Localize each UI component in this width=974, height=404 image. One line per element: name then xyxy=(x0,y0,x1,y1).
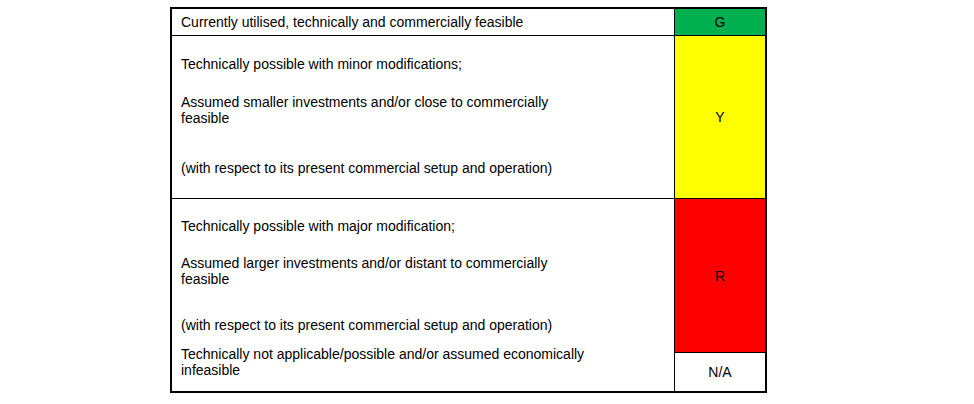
feasibility-rating-legend-table: Currently utilised, technically and comm… xyxy=(170,7,767,393)
description-text-na: Technically not applicable/possible and/… xyxy=(181,346,665,378)
description-text-yellow-line2: Assumed smaller investments and/or close… xyxy=(181,94,665,126)
description-text-red-line3: (with respect to its present commercial … xyxy=(181,317,665,333)
description-text-red-line2: Assumed larger investments and/or distan… xyxy=(181,255,665,287)
table-cell-description-green: Currently utilised, technically and comm… xyxy=(172,9,675,36)
description-text-yellow-line3: (with respect to its present commercial … xyxy=(181,160,665,176)
description-text-red-line1: Technically possible with major modifica… xyxy=(181,218,665,234)
rating-swatch-yellow: Y xyxy=(675,36,765,199)
rating-swatch-na: N/A xyxy=(675,353,765,391)
rating-code-y: Y xyxy=(715,109,724,125)
rating-swatch-red: R xyxy=(675,199,765,353)
table-cell-description-red-na: Technically possible with major modifica… xyxy=(172,199,675,391)
description-text-green: Currently utilised, technically and comm… xyxy=(181,14,523,30)
description-text-yellow-line1: Technically possible with minor modifica… xyxy=(181,56,665,72)
rating-code-na: N/A xyxy=(708,364,731,380)
table-cell-description-yellow: Technically possible with minor modifica… xyxy=(172,36,675,199)
rating-code-g: G xyxy=(715,14,726,30)
rating-code-r: R xyxy=(715,268,725,284)
rating-swatch-green: G xyxy=(675,9,765,36)
page-background: Currently utilised, technically and comm… xyxy=(0,0,974,404)
